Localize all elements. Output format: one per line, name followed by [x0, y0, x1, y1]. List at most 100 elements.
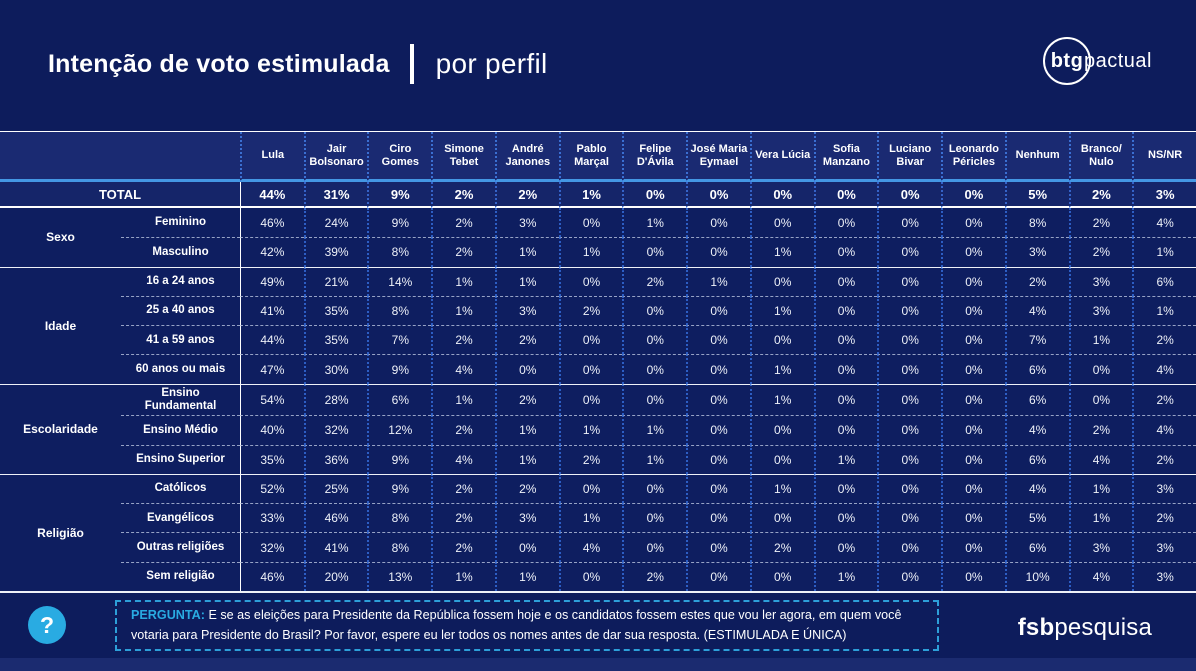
- value-cell: 0%: [813, 295, 878, 326]
- value-cell: 0%: [686, 295, 750, 326]
- value-cell: 3%: [494, 295, 559, 326]
- value-cell: 4%: [1068, 561, 1133, 591]
- value-cell: 1%: [558, 503, 623, 533]
- value-cell: 2%: [1132, 503, 1196, 533]
- row-label: Católicos: [121, 473, 240, 504]
- value-cell: 54%: [240, 383, 304, 416]
- value-cell: 0%: [941, 266, 1005, 296]
- value-cell: 6%: [367, 383, 432, 416]
- total-value-cell: 0%: [877, 182, 942, 208]
- value-cell: 2%: [1068, 415, 1133, 445]
- value-cell: 40%: [240, 415, 304, 445]
- value-cell: 1%: [622, 444, 687, 474]
- value-cell: 0%: [941, 503, 1005, 533]
- value-cell: 46%: [240, 208, 304, 238]
- value-cell: 13%: [367, 561, 432, 591]
- value-cell: 0%: [813, 208, 878, 238]
- value-cell: 42%: [240, 237, 304, 267]
- value-cell: 0%: [686, 383, 750, 416]
- value-cell: 39%: [303, 237, 368, 267]
- value-cell: 30%: [303, 354, 368, 384]
- value-cell: 35%: [240, 444, 304, 474]
- column-header: Pablo Marçal: [558, 132, 623, 182]
- value-cell: 4%: [1132, 354, 1196, 384]
- value-cell: 28%: [303, 383, 368, 416]
- value-cell: 0%: [813, 415, 878, 445]
- value-cell: 0%: [1068, 354, 1133, 384]
- value-cell: 0%: [749, 208, 814, 238]
- value-cell: 1%: [558, 415, 623, 445]
- value-cell: 0%: [686, 354, 750, 384]
- value-cell: 0%: [813, 473, 878, 504]
- value-cell: 0%: [877, 444, 942, 474]
- value-cell: 3%: [1068, 295, 1133, 326]
- value-cell: 0%: [1068, 383, 1133, 416]
- row-label: Evangélicos: [121, 503, 240, 533]
- page-title: Intenção de voto estimulada por perfil: [48, 42, 548, 86]
- value-cell: 8%: [367, 295, 432, 326]
- value-cell: 0%: [749, 415, 814, 445]
- value-cell: 0%: [558, 473, 623, 504]
- column-header: José Maria Eymael: [686, 132, 750, 182]
- value-cell: 24%: [303, 208, 368, 238]
- value-cell: 1%: [431, 561, 495, 591]
- value-cell: 47%: [240, 354, 304, 384]
- column-header: Luciano Bivar: [877, 132, 942, 182]
- value-cell: 0%: [877, 325, 942, 355]
- total-value-cell: 9%: [367, 182, 432, 208]
- column-header: Branco/​Nulo: [1068, 132, 1133, 182]
- value-cell: 9%: [367, 444, 432, 474]
- value-cell: 46%: [303, 503, 368, 533]
- value-cell: 2%: [494, 383, 559, 416]
- value-cell: 2%: [1132, 444, 1196, 474]
- value-cell: 1%: [431, 383, 495, 416]
- value-cell: 52%: [240, 473, 304, 504]
- value-cell: 0%: [813, 354, 878, 384]
- column-header: Nenhum: [1004, 132, 1069, 182]
- vote-intention-table: Lula Jair Bolsonaro Ciro Gomes Simone Tebet…: [0, 131, 1196, 593]
- value-cell: 14%: [367, 266, 432, 296]
- value-cell: 0%: [941, 444, 1005, 474]
- value-cell: 1%: [749, 354, 814, 384]
- column-header: Leonardo Péricles: [941, 132, 1005, 182]
- value-cell: 1%: [494, 266, 559, 296]
- category-label: Idade: [0, 266, 121, 384]
- value-cell: 0%: [686, 532, 750, 562]
- value-cell: 0%: [813, 503, 878, 533]
- value-cell: 10%: [1004, 561, 1069, 591]
- value-cell: 1%: [1132, 237, 1196, 267]
- value-cell: 0%: [941, 532, 1005, 562]
- row-label: Ensino Fundamental: [121, 383, 240, 416]
- value-cell: 0%: [622, 237, 687, 267]
- column-header-spacer: [0, 132, 240, 182]
- value-cell: 6%: [1132, 266, 1196, 296]
- value-cell: 0%: [813, 383, 878, 416]
- value-cell: 2%: [494, 325, 559, 355]
- value-cell: 0%: [877, 208, 942, 238]
- value-cell: 2%: [431, 415, 495, 445]
- value-cell: 0%: [558, 354, 623, 384]
- value-cell: 3%: [1068, 266, 1133, 296]
- total-value-cell: 44%: [240, 182, 304, 208]
- value-cell: 1%: [1068, 503, 1133, 533]
- value-cell: 0%: [686, 444, 750, 474]
- value-cell: 2%: [1068, 208, 1133, 238]
- value-cell: 8%: [367, 503, 432, 533]
- value-cell: 4%: [1132, 208, 1196, 238]
- value-cell: 0%: [941, 208, 1005, 238]
- value-cell: 0%: [622, 473, 687, 504]
- question-box: PERGUNTA: E se as eleições para Presiden…: [115, 600, 939, 651]
- title-main: Intenção de voto estimulada: [48, 49, 390, 78]
- value-cell: 0%: [686, 208, 750, 238]
- value-cell: 0%: [622, 383, 687, 416]
- value-cell: 0%: [749, 325, 814, 355]
- column-header: Ciro Gomes: [367, 132, 432, 182]
- value-cell: 4%: [558, 532, 623, 562]
- value-cell: 2%: [494, 473, 559, 504]
- value-cell: 1%: [622, 208, 687, 238]
- value-cell: 2%: [1132, 325, 1196, 355]
- value-cell: 0%: [558, 383, 623, 416]
- value-cell: 46%: [240, 561, 304, 591]
- total-value-cell: 1%: [558, 182, 623, 208]
